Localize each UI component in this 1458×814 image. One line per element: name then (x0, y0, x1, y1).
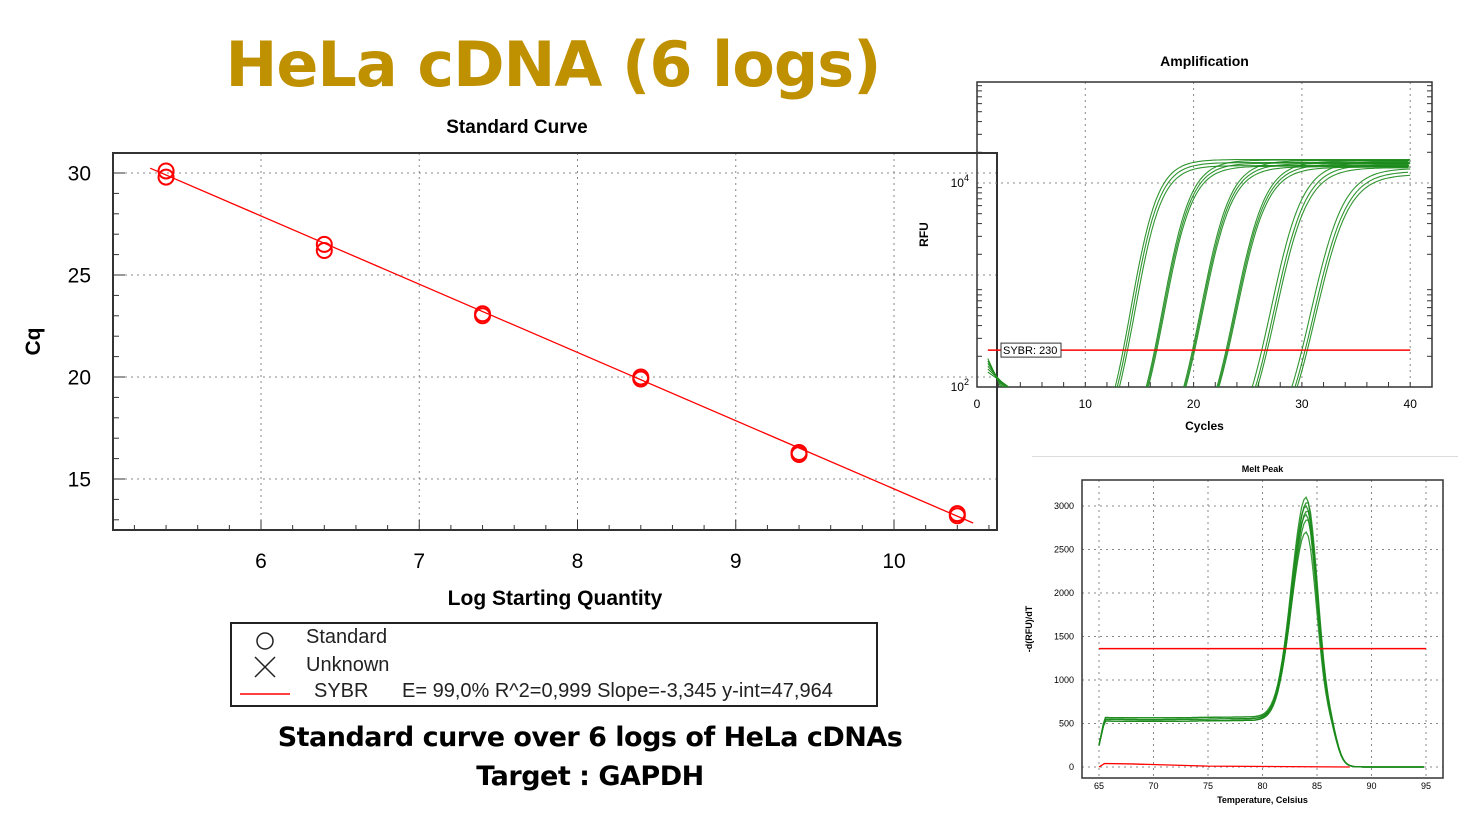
x-tick-label: 85 (1312, 781, 1322, 791)
data-point (474, 307, 492, 325)
melt-curve (1098, 513, 1424, 768)
y-tick-label: 2500 (1054, 545, 1074, 555)
amplification-curve (1216, 160, 1411, 387)
threshold-label: SYBR: 230 (1003, 345, 1057, 357)
y-tick-label: 1000 (1054, 675, 1074, 685)
y-axis-label: RFU (917, 222, 931, 247)
amplification-curve (1256, 167, 1408, 387)
amplification-curve (1218, 166, 1410, 387)
x-tick-label: 10 (882, 550, 905, 573)
x-tick-label: 10 (1079, 397, 1093, 411)
x-axis-label: Log Starting Quantity (448, 587, 663, 610)
standard-curve-chart: Standard Curve 6 7 8 9 10 15 20 25 30 Log Starting… (22, 117, 998, 610)
caption-line-1: Standard curve over 6 logs of HeLa cDNAs (277, 722, 903, 753)
x-tick-label: 75 (1203, 781, 1213, 791)
x-axis-label: Cycles (1185, 419, 1224, 433)
plot-frame (976, 81, 1433, 388)
y-tick-label: 104 (951, 173, 969, 190)
x-axis-label: Temperature, Celsius (1217, 795, 1308, 805)
x-tick-label: 8 (572, 550, 584, 573)
threshold-label-box (1000, 342, 1062, 358)
baseline-noise-curve (987, 365, 1007, 388)
x-tick-label: 9 (730, 550, 742, 573)
chart-title: Amplification (1160, 53, 1249, 69)
y-tick-label: 500 (1059, 719, 1074, 729)
y-tick-label: 30 (68, 162, 91, 185)
x-tick-label: 30 (1295, 397, 1309, 411)
amplification-curve (1114, 158, 1411, 387)
plot-frame (112, 152, 998, 531)
x-tick-label: 65 (1094, 781, 1104, 791)
legend-label: Unknown (306, 654, 390, 676)
x-icon (254, 656, 276, 678)
amplification-curve (1296, 174, 1411, 387)
legend-item-standard: Standard (232, 626, 876, 652)
baseline-noise-curve (987, 371, 1010, 388)
x-tick-label: 80 (1257, 781, 1267, 791)
y-axis-label: -d(RFU)/dT (1024, 605, 1034, 652)
x-tick-label: 70 (1148, 781, 1158, 791)
y-tick-label: 102 (951, 377, 969, 394)
amplification-curve (1185, 166, 1409, 387)
x-tick-label: 6 (255, 550, 267, 573)
negative-control-curve (1098, 762, 1350, 768)
melt-curve (1098, 502, 1424, 768)
chart-title: Melt Peak (1242, 464, 1285, 474)
y-tick-label: 1500 (1054, 632, 1074, 642)
y-tick-label: 20 (68, 366, 91, 389)
caption-line-2: Target : GAPDH (476, 761, 704, 792)
y-axis-label: Cq (22, 328, 45, 356)
plot-frame (1081, 479, 1444, 779)
slide-title: HeLa cDNA (6 logs) (225, 28, 881, 101)
red-line-icon (240, 693, 290, 695)
x-tick-label: 20 (1187, 397, 1201, 411)
data-point (315, 242, 333, 260)
legend-item-unknown: Unknown (232, 654, 876, 680)
legend-stats: E= 99,0% R^2=0,999 Slope=-3,345 y-int=47… (402, 680, 833, 702)
fit-line (149, 167, 974, 524)
data-point (315, 235, 333, 253)
amplification-curve (1291, 168, 1411, 387)
x-tick-label: 40 (1404, 397, 1418, 411)
x-tick-label: 95 (1421, 781, 1431, 791)
x-tick-label: 0 (974, 397, 981, 411)
divider (1032, 456, 1458, 457)
y-tick-label: 2000 (1054, 588, 1074, 598)
melt-curve (1098, 504, 1424, 768)
data-point (948, 507, 966, 525)
amplification-curve (1118, 165, 1410, 387)
melt-curve (1098, 496, 1424, 768)
y-tick-label: 0 (1069, 762, 1074, 772)
amplification-chart: Amplification 0 10 20 30 40 102 104 Cycles RFU SYB… (917, 53, 1433, 433)
y-tick-label: 25 (68, 264, 91, 287)
chart-legend: Standard Unknown SYBR E= 99,0% R^2=0,999… (230, 622, 878, 707)
legend-label: SYBR (314, 680, 369, 702)
melt-peak-chart: Melt Peak 65 70 75 80 85 90 95 0 500 1000 1500 2000 2… (1024, 464, 1444, 805)
x-tick-label: 90 (1366, 781, 1376, 791)
amplification-curve (1183, 159, 1410, 387)
data-point (157, 168, 175, 186)
melt-curve (1098, 519, 1424, 768)
x-tick-label: 7 (413, 550, 425, 573)
melt-curve (1098, 510, 1424, 768)
amplification-curve (1217, 163, 1409, 387)
data-point (790, 446, 808, 464)
legend-label: Standard (306, 626, 388, 648)
melt-curve (1098, 531, 1424, 768)
y-tick-label: 3000 (1054, 501, 1074, 511)
chart-title: Standard Curve (446, 117, 587, 138)
y-tick-label: 15 (68, 468, 91, 491)
amplification-curve (1147, 165, 1409, 387)
amplification-curve (1294, 171, 1409, 387)
amplification-curve (1116, 162, 1410, 387)
slide-caption: Standard curve over 6 logs of HeLa cDNAs… (240, 718, 940, 796)
data-point (157, 162, 175, 180)
amplification-curve (1254, 164, 1409, 387)
legend-item-sybr: SYBR E= 99,0% R^2=0,999 Slope=-3,345 y-i… (232, 680, 876, 706)
data-point (632, 370, 650, 388)
amplification-curve (1251, 161, 1408, 387)
circle-icon (256, 632, 274, 650)
